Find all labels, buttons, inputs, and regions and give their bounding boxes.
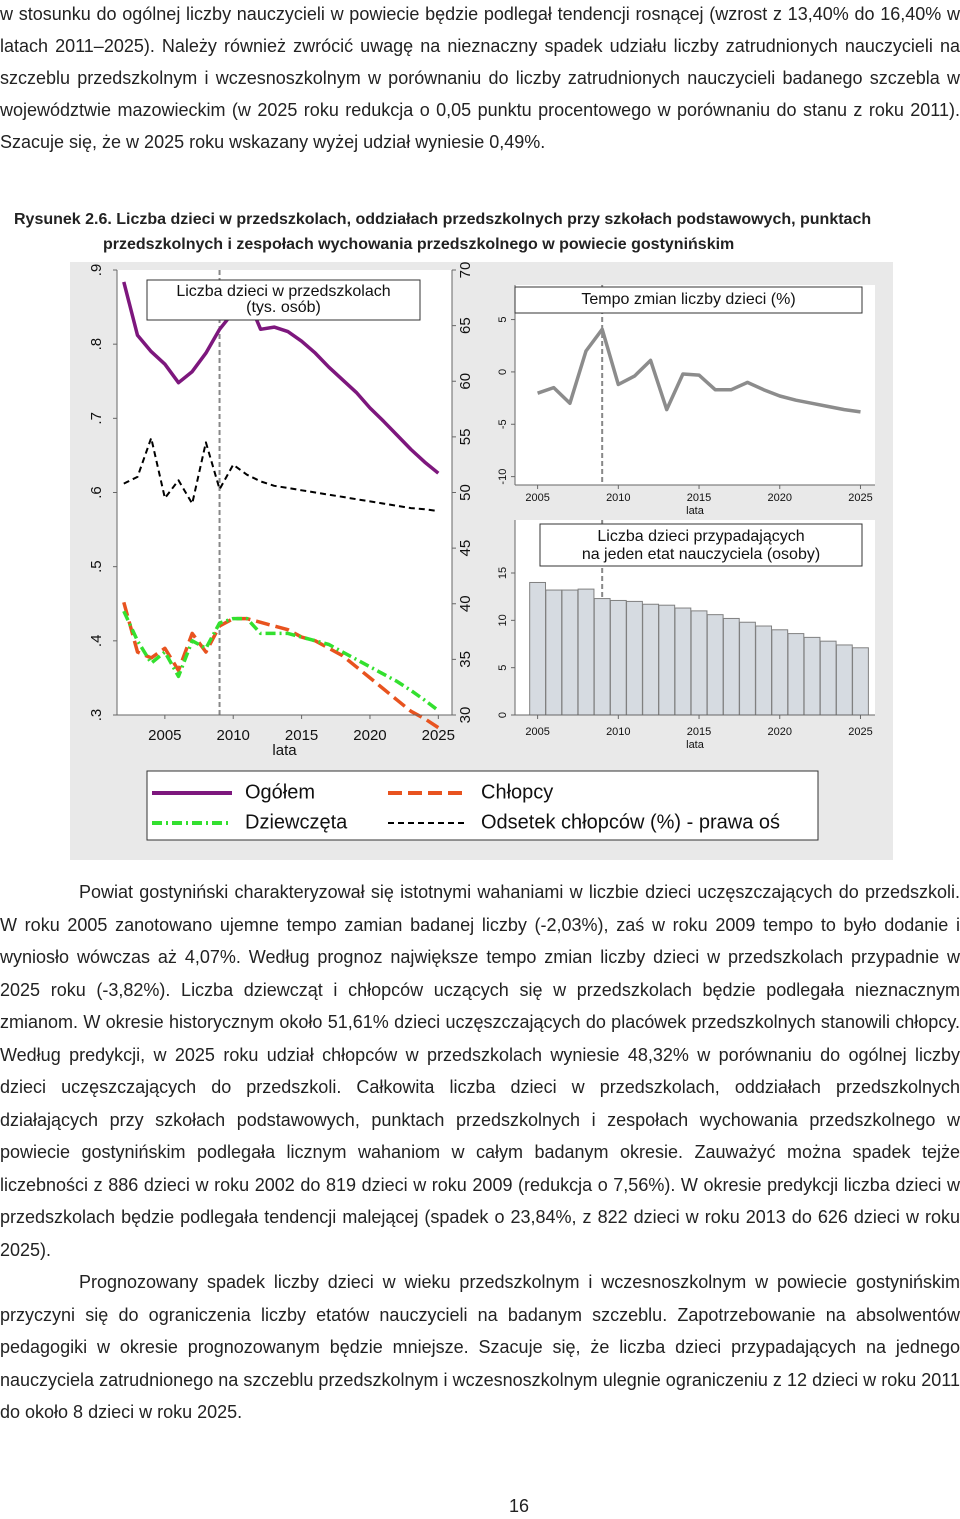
y2-tick-label: 35	[457, 651, 474, 668]
x-axis-title: lata	[686, 505, 705, 517]
x-tick-label: 2010	[606, 492, 630, 504]
y-tick-label: .4	[88, 635, 105, 648]
bar	[674, 607, 692, 716]
y-tick-label: .8	[88, 338, 105, 351]
bar	[771, 629, 789, 716]
y-tick-label: 0	[497, 712, 509, 718]
y2-tick-label: 30	[457, 707, 474, 724]
body-text: Powiat gostyniński charakteryzował się i…	[0, 876, 960, 1429]
page-number: 16	[508, 1496, 530, 1516]
chart-title: Tempo zmian liczby dzieci (%)	[581, 291, 795, 308]
title-box	[514, 286, 863, 314]
x-tick-label: 2005	[525, 492, 549, 504]
y-tick-label: 5	[497, 316, 509, 322]
y2-tick-label: 45	[457, 540, 474, 557]
bar	[545, 589, 563, 716]
y2-tick-label: 65	[457, 317, 474, 334]
figure-label: Rysunek 2.6.	[14, 211, 112, 228]
y-tick-label: .6	[88, 486, 105, 499]
legend-label: Dziewczęta	[245, 811, 348, 833]
bar	[593, 598, 611, 716]
x-tick-label: 2010	[606, 726, 630, 738]
y-tick-label: 15	[497, 567, 509, 579]
chart-title: Liczba dzieci przypadających	[597, 528, 804, 545]
x-tick-label: 2015	[285, 727, 318, 744]
x-tick-label: 2025	[848, 726, 872, 738]
y-tick-label: .9	[88, 264, 105, 277]
y-tick-label: .3	[88, 709, 105, 722]
bar	[739, 621, 756, 716]
x-tick-label: 2025	[848, 492, 872, 504]
bar	[835, 644, 853, 716]
y-tick-label: 10	[497, 614, 509, 626]
bar	[819, 640, 837, 716]
chart-title: Liczba dzieci w przedszkolach	[176, 283, 390, 300]
x-tick-label: 2025	[422, 727, 455, 744]
y-tick-label: .7	[88, 412, 105, 425]
legend-label: Ogółem	[245, 781, 315, 803]
paragraph: Powiat gostyniński charakteryzował się i…	[0, 882, 960, 1260]
y-tick-label: .5	[88, 560, 105, 573]
y2-tick-label: 70	[457, 262, 474, 279]
series-line	[123, 437, 439, 513]
x-tick-label: 2020	[353, 727, 386, 744]
series-line	[122, 610, 440, 712]
x-axis-title: lata	[686, 739, 705, 751]
chart-title: na jeden etat nauczyciela (osoby)	[582, 546, 820, 563]
y2-tick-label: 55	[457, 429, 474, 446]
legend-label: Odsetek chłopców (%) - prawa oś	[481, 811, 780, 833]
x-tick-label: 2005	[525, 726, 549, 738]
chart-title: (tys. osób)	[246, 299, 321, 316]
paragraph: w stosunku do ogólnej liczby nauczycieli…	[0, 4, 960, 152]
x-tick-label: 2010	[217, 727, 250, 744]
bar	[722, 617, 740, 716]
bar	[609, 599, 627, 716]
bar	[755, 625, 773, 716]
x-tick-label: 2015	[687, 726, 711, 738]
y-tick-label: -10	[497, 469, 509, 485]
x-axis-title: lata	[272, 742, 297, 759]
series-line	[122, 601, 440, 730]
x-tick-label: 2005	[148, 727, 181, 744]
x-tick-label: 2020	[768, 726, 792, 738]
x-tick-label: 2020	[768, 492, 792, 504]
series-line	[122, 281, 440, 475]
bar	[690, 610, 708, 716]
bar	[852, 647, 869, 716]
y-tick-label: 5	[497, 665, 509, 671]
bar	[642, 603, 660, 716]
x-tick-label: 2015	[687, 492, 711, 504]
y-tick-label: 0	[497, 369, 509, 375]
series-line	[537, 327, 861, 414]
y2-tick-label: 40	[457, 595, 474, 612]
plot-area	[515, 285, 875, 485]
bar	[529, 581, 547, 716]
title-box	[146, 279, 421, 321]
bar	[787, 633, 805, 716]
y2-tick-label: 60	[457, 373, 474, 390]
bar	[626, 600, 643, 716]
plot-area	[117, 270, 452, 715]
bar	[577, 588, 595, 716]
figure-caption: Rysunek 2.6. Liczba dzieci w przedszkola…	[14, 207, 949, 257]
paragraph: Prognozowany spadek liczby dzieci w wiek…	[0, 1272, 960, 1422]
legend-label: Chłopcy	[481, 781, 553, 803]
y-tick-label: -5	[497, 419, 509, 429]
bar	[803, 636, 821, 716]
caption-text: Liczba dzieci w przedszkolach, oddziałac…	[103, 211, 872, 253]
bar	[706, 614, 724, 716]
title-box	[539, 523, 863, 567]
legend-box	[146, 770, 819, 841]
bar	[561, 589, 579, 716]
bar	[658, 604, 676, 716]
y2-tick-label: 50	[457, 484, 474, 501]
